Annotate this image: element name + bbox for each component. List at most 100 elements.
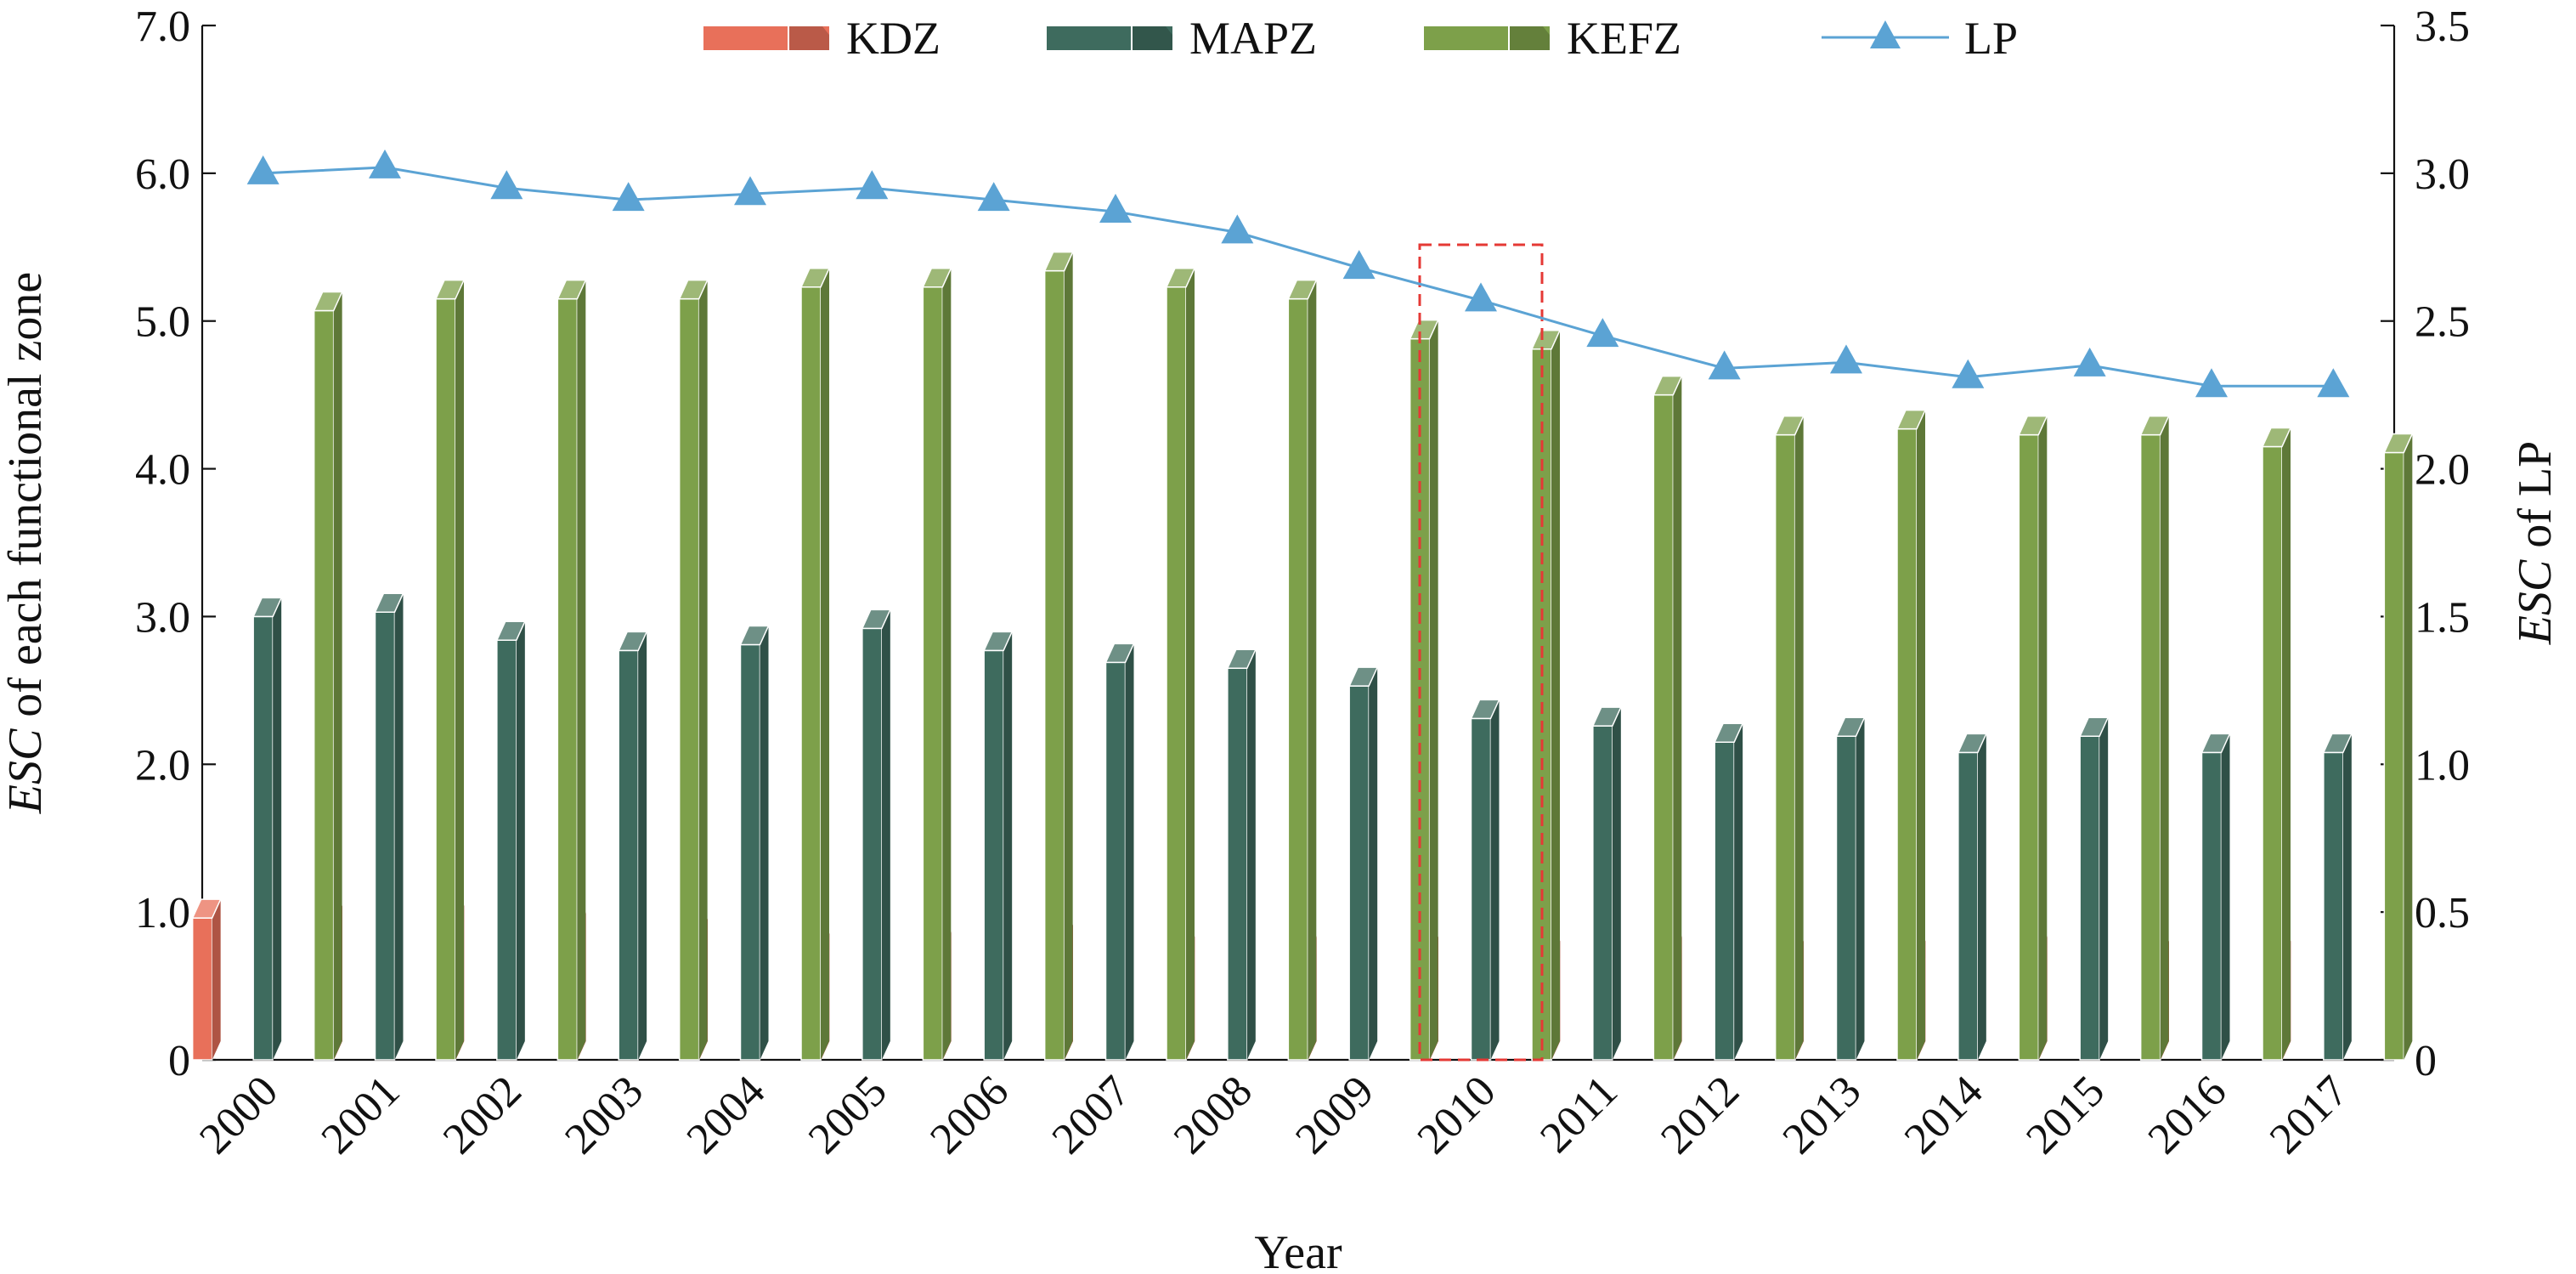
legend-label: KDZ [846,13,941,64]
bar-side [2282,427,2291,1060]
left-axis-title-rest: of each functional zone [0,272,52,729]
bar-top [1714,722,1744,743]
right-tick-label: 3.5 [2415,3,2470,51]
bar-mapz [1957,733,1987,1061]
bar-side [698,280,708,1060]
bar-front [2200,751,2223,1061]
bar-front [252,615,274,1061]
bar-top [2200,733,2231,754]
bar-front [1166,286,1187,1061]
bar-top [1774,415,1805,436]
bar-top [1895,409,1927,430]
bar-kefz [678,279,709,1061]
line-marker [1342,250,1376,280]
bar-top [2079,716,2110,738]
bar-side [1369,667,1378,1060]
bar-side [1856,717,1865,1060]
bar-top [2383,433,2414,454]
x-tick-label: 2000 [190,1067,287,1164]
left-tick-label: 6.0 [135,150,190,199]
highlight-box-2010 [1418,243,1544,1062]
legend-label: MAPZ [1189,13,1317,64]
bar-top [983,631,1014,652]
bar-side [1612,707,1621,1060]
bar-side [1551,330,1560,1060]
bar-front [2262,445,2283,1061]
legend-item-mapz: MAPZ [1047,13,1317,64]
right-tick-label: 2.0 [2415,446,2470,495]
bar-mapz [252,597,283,1061]
bar-mapz [374,592,404,1061]
bar-side [212,899,221,1060]
right-axis-title: ESC of LP [2509,441,2562,646]
bar-top [618,631,648,652]
bar-top [1043,251,1074,272]
bar-top [1530,329,1562,350]
bar-top [1652,375,1683,396]
bar-kefz [1409,319,1439,1061]
bar-side [1308,280,1317,1060]
legend-item-kefz: KEFZ [1424,13,1681,64]
x-tick-label: 2011 [1531,1067,1626,1162]
bar-side [1246,649,1256,1060]
bar-kefz [2261,427,2292,1061]
bar-front [861,627,883,1061]
bar-side [394,593,404,1060]
legend-swatch-shade [788,26,829,50]
bar-front [2079,735,2100,1061]
bar-top [1226,648,1257,670]
bar-kefz [1774,415,1805,1061]
bar-mapz [983,631,1014,1061]
bar-front [374,611,396,1061]
bar-front [1957,751,1979,1061]
bar-kefz [2139,415,2170,1061]
bar-mapz [1104,643,1135,1061]
x-tick-label: 2007 [1043,1067,1140,1164]
bar-front [1592,725,1613,1061]
bar-side [1064,252,1073,1060]
line-marker [369,149,401,178]
legend-swatch-shade [1509,26,1550,50]
x-tick-label: 2002 [434,1067,531,1164]
bar-side [2342,733,2352,1060]
legend-item-lp: LP [1822,13,2018,64]
bar-side [455,280,464,1060]
line-marker [1099,194,1132,224]
x-tick-label: 2013 [1774,1067,1871,1164]
bar-front [922,286,944,1061]
bar-side [516,621,525,1060]
bar-kefz [2018,415,2048,1061]
bar-mapz [739,625,770,1061]
line-path [263,166,2334,388]
bar-top [2261,427,2292,448]
bar-front [983,649,1004,1061]
bar-front [1470,717,1492,1061]
bar-mapz [1470,699,1500,1061]
bar-kefz [799,267,831,1061]
bar-front [1287,297,1309,1061]
bar-kdz [191,898,222,1061]
bar-front [496,639,517,1061]
x-tick-label: 2016 [2139,1067,2236,1164]
left-tick-label: 0 [168,1037,190,1085]
line-marker [1586,318,1619,348]
bar-side [760,626,769,1060]
bar-front [1652,394,1675,1061]
bar-front [1896,427,1918,1061]
bar-side [1003,631,1013,1060]
legend-marker [1870,20,1901,48]
x-tick-label: 2001 [313,1067,410,1164]
x-tick-label: 2004 [678,1067,775,1164]
bar-top [313,291,343,312]
bar-front [739,643,761,1061]
left-axis-title-italic: ESC [0,728,52,814]
right-tick-label: 1.5 [2415,593,2470,642]
line-marker [856,170,889,200]
bar-side [1125,643,1134,1060]
bar-kefz [2383,433,2414,1061]
bar-front [1774,433,1796,1061]
bar-front [313,309,335,1061]
left-tick-label: 7.0 [135,3,190,51]
bar-side [2160,416,2169,1060]
bar-side [333,292,342,1060]
